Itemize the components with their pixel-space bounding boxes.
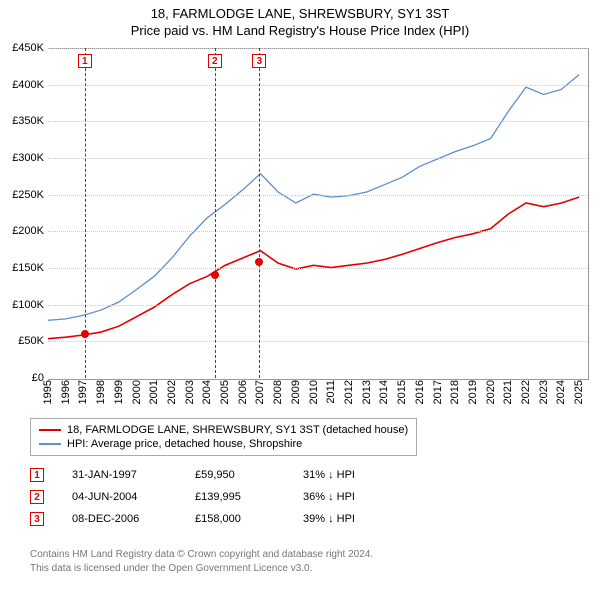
chart-svg (48, 49, 588, 379)
legend-swatch (39, 443, 61, 445)
sale-point (81, 330, 89, 338)
gridline (48, 121, 588, 122)
txn-price: £139,995 (195, 491, 275, 503)
legend-item: 18, FARMLODGE LANE, SHREWSBURY, SY1 3ST … (39, 423, 408, 437)
x-tick-label: 2011 (325, 380, 337, 404)
sale-vline (215, 48, 216, 378)
gridline (48, 341, 588, 342)
x-tick-label: 2001 (148, 380, 160, 404)
x-tick-label: 2009 (290, 380, 302, 404)
y-tick-label: £0 (0, 372, 48, 384)
series-hpi (48, 75, 579, 321)
gridline (48, 158, 588, 159)
y-tick-label: £50K (0, 335, 48, 347)
sale-point (211, 271, 219, 279)
x-tick-label: 2017 (432, 380, 444, 404)
sale-vline (85, 48, 86, 378)
x-tick-label: 2018 (449, 380, 461, 404)
txn-marker-icon: 2 (30, 490, 44, 504)
y-tick-label: £250K (0, 189, 48, 201)
txn-price: £59,950 (195, 469, 275, 481)
legend-item: HPI: Average price, detached house, Shro… (39, 437, 408, 451)
x-tick-label: 2013 (361, 380, 373, 404)
x-tick-label: 2003 (184, 380, 196, 404)
x-tick-label: 1999 (113, 380, 125, 404)
sale-marker-icon: 1 (78, 54, 92, 68)
x-tick-label: 2000 (131, 380, 143, 404)
sale-marker-icon: 3 (252, 54, 266, 68)
footer-line: This data is licensed under the Open Gov… (30, 562, 373, 576)
x-tick-label: 2002 (166, 380, 178, 404)
footer-attribution: Contains HM Land Registry data © Crown c… (30, 548, 373, 575)
x-tick-label: 1997 (77, 380, 89, 404)
txn-price: £158,000 (195, 513, 275, 525)
txn-date: 04-JUN-2004 (72, 491, 167, 503)
x-tick-label: 1996 (60, 380, 72, 404)
x-tick-label: 2007 (254, 380, 266, 404)
x-tick-label: 2010 (308, 380, 320, 404)
footer-line: Contains HM Land Registry data © Crown c… (30, 548, 373, 562)
x-tick-label: 1998 (95, 380, 107, 404)
table-row: 3 08-DEC-2006 £158,000 39% ↓ HPI (30, 508, 393, 530)
x-tick-label: 2022 (520, 380, 532, 404)
legend-label: HPI: Average price, detached house, Shro… (67, 438, 302, 450)
y-tick-label: £100K (0, 299, 48, 311)
title-block: 18, FARMLODGE LANE, SHREWSBURY, SY1 3ST … (0, 0, 600, 38)
gridline (48, 305, 588, 306)
x-tick-label: 1995 (42, 380, 54, 404)
x-tick-label: 2024 (555, 380, 567, 404)
txn-marker-icon: 3 (30, 512, 44, 526)
title-address: 18, FARMLODGE LANE, SHREWSBURY, SY1 3ST (0, 6, 600, 21)
plot-area (48, 48, 589, 380)
gridline (48, 48, 588, 49)
y-tick-label: £200K (0, 225, 48, 237)
sale-marker-icon: 2 (208, 54, 222, 68)
txn-delta: 31% ↓ HPI (303, 469, 393, 481)
x-tick-label: 2006 (237, 380, 249, 404)
legend-swatch (39, 429, 61, 431)
gridline (48, 85, 588, 86)
x-tick-label: 2015 (396, 380, 408, 404)
transactions-table: 1 31-JAN-1997 £59,950 31% ↓ HPI 2 04-JUN… (30, 464, 393, 530)
txn-marker-icon: 1 (30, 468, 44, 482)
gridline (48, 268, 588, 269)
x-tick-label: 2016 (414, 380, 426, 404)
x-tick-label: 2012 (343, 380, 355, 404)
legend-label: 18, FARMLODGE LANE, SHREWSBURY, SY1 3ST … (67, 424, 408, 436)
y-tick-label: £300K (0, 152, 48, 164)
txn-delta: 39% ↓ HPI (303, 513, 393, 525)
x-tick-label: 2020 (485, 380, 497, 404)
table-row: 1 31-JAN-1997 £59,950 31% ↓ HPI (30, 464, 393, 486)
chart-container: 18, FARMLODGE LANE, SHREWSBURY, SY1 3ST … (0, 0, 600, 590)
gridline (48, 231, 588, 232)
y-tick-label: £400K (0, 79, 48, 91)
x-tick-label: 2023 (538, 380, 550, 404)
table-row: 2 04-JUN-2004 £139,995 36% ↓ HPI (30, 486, 393, 508)
txn-delta: 36% ↓ HPI (303, 491, 393, 503)
x-tick-label: 2019 (467, 380, 479, 404)
txn-date: 31-JAN-1997 (72, 469, 167, 481)
gridline (48, 195, 588, 196)
txn-date: 08-DEC-2006 (72, 513, 167, 525)
x-tick-label: 2025 (573, 380, 585, 404)
x-tick-label: 2008 (272, 380, 284, 404)
x-tick-label: 2014 (378, 380, 390, 404)
sale-vline (259, 48, 260, 378)
y-tick-label: £350K (0, 115, 48, 127)
title-subtitle: Price paid vs. HM Land Registry's House … (0, 23, 600, 38)
legend: 18, FARMLODGE LANE, SHREWSBURY, SY1 3ST … (30, 418, 417, 456)
sale-point (255, 258, 263, 266)
y-tick-label: £150K (0, 262, 48, 274)
x-tick-label: 2005 (219, 380, 231, 404)
x-tick-label: 2021 (502, 380, 514, 404)
x-tick-label: 2004 (201, 380, 213, 404)
y-tick-label: £450K (0, 42, 48, 54)
